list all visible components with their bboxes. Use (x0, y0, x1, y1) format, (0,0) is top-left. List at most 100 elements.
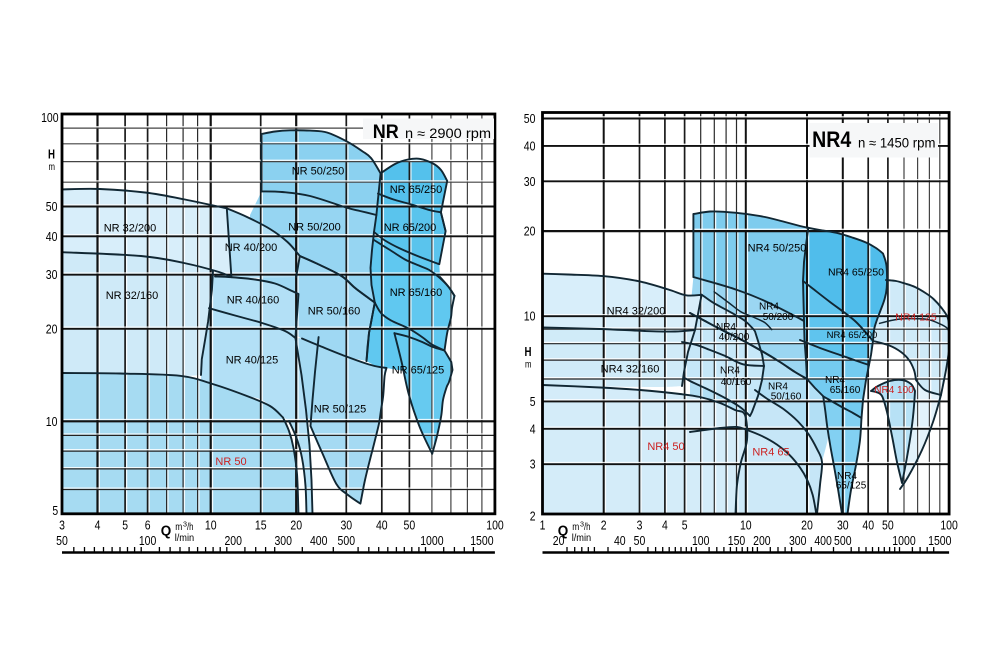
svg-text:m: m (525, 359, 532, 371)
svg-text:30: 30 (46, 268, 58, 282)
svg-text:l/min: l/min (572, 532, 592, 544)
svg-text:NR 40/125: NR 40/125 (226, 355, 279, 367)
svg-text:50: 50 (882, 519, 894, 533)
svg-text:65/125: 65/125 (836, 481, 867, 492)
svg-text:NR4 65: NR4 65 (752, 447, 789, 459)
svg-text:n ≈ 2900 rpm: n ≈ 2900 rpm (405, 126, 491, 141)
svg-text:/h: /h (584, 521, 591, 533)
svg-text:3: 3 (580, 520, 584, 529)
svg-text:40/200: 40/200 (719, 332, 750, 343)
svg-text:4: 4 (662, 519, 668, 533)
svg-text:50: 50 (524, 112, 536, 126)
svg-text:5: 5 (530, 395, 536, 409)
svg-text:1000: 1000 (892, 534, 915, 548)
svg-text:50: 50 (56, 534, 68, 548)
svg-text:/h: /h (187, 521, 194, 533)
svg-text:100: 100 (940, 519, 958, 533)
svg-text:NR4: NR4 (759, 301, 779, 312)
svg-text:40: 40 (524, 139, 536, 153)
svg-text:m: m (572, 521, 579, 533)
svg-text:50: 50 (404, 519, 416, 533)
svg-text:NR4 65/200: NR4 65/200 (827, 330, 878, 341)
svg-text:1500: 1500 (928, 534, 951, 548)
svg-text:10: 10 (740, 519, 752, 533)
svg-text:100: 100 (486, 519, 504, 533)
svg-text:NR 50/160: NR 50/160 (308, 306, 361, 318)
svg-text:5: 5 (122, 519, 128, 533)
svg-text:NR: NR (373, 121, 399, 143)
svg-text:NR4: NR4 (812, 127, 852, 152)
svg-text:4: 4 (530, 422, 536, 436)
svg-text:1500: 1500 (470, 534, 493, 548)
svg-text:150: 150 (728, 534, 746, 548)
svg-text:100: 100 (41, 111, 59, 125)
svg-text:50/200: 50/200 (763, 312, 794, 323)
svg-text:400: 400 (310, 534, 328, 548)
svg-text:H: H (525, 345, 532, 359)
svg-text:20: 20 (801, 519, 813, 533)
svg-text:10: 10 (524, 310, 536, 324)
svg-text:NR 65/125: NR 65/125 (392, 365, 445, 377)
svg-text:Q: Q (558, 524, 569, 540)
svg-text:Q: Q (161, 524, 172, 540)
svg-text:NR4 50: NR4 50 (647, 441, 684, 453)
svg-text:NR4 100: NR4 100 (874, 385, 914, 396)
svg-text:m: m (175, 521, 182, 533)
svg-text:NR 50: NR 50 (215, 456, 246, 468)
svg-text:NR 50/200: NR 50/200 (288, 222, 341, 234)
svg-text:20: 20 (290, 519, 302, 533)
svg-text:3: 3 (59, 519, 65, 533)
svg-text:5: 5 (52, 504, 58, 518)
svg-text:6: 6 (145, 519, 151, 533)
svg-text:30: 30 (340, 519, 352, 533)
svg-text:NR4 65/250: NR4 65/250 (828, 267, 884, 279)
svg-text:NR 50/250: NR 50/250 (292, 166, 345, 178)
svg-text:20: 20 (46, 322, 58, 336)
svg-text:20: 20 (553, 534, 565, 548)
svg-text:65/160: 65/160 (830, 385, 861, 396)
svg-text:50/160: 50/160 (771, 392, 802, 403)
svg-text:2: 2 (601, 519, 607, 533)
svg-text:NR 40/200: NR 40/200 (225, 242, 278, 254)
svg-text:NR4: NR4 (720, 366, 740, 377)
svg-text:40: 40 (376, 519, 388, 533)
svg-text:l/min: l/min (175, 532, 195, 544)
svg-text:NR 65/200: NR 65/200 (384, 222, 437, 234)
svg-text:100: 100 (692, 534, 710, 548)
svg-text:50: 50 (634, 534, 646, 548)
svg-text:40/160: 40/160 (721, 377, 752, 388)
svg-text:NR 40/160: NR 40/160 (227, 295, 280, 307)
svg-text:NR4 50/250: NR4 50/250 (748, 243, 807, 255)
svg-text:NR 65/160: NR 65/160 (390, 287, 443, 299)
svg-text:NR 32/200: NR 32/200 (104, 223, 157, 235)
svg-text:300: 300 (789, 534, 807, 548)
svg-text:30: 30 (524, 175, 536, 189)
svg-text:NR4 125: NR4 125 (895, 311, 937, 323)
svg-text:3: 3 (530, 458, 536, 472)
svg-text:5: 5 (682, 519, 688, 533)
svg-text:m: m (49, 161, 56, 173)
svg-text:NR4: NR4 (825, 375, 845, 386)
svg-text:NR4: NR4 (716, 322, 736, 333)
svg-text:500: 500 (834, 534, 852, 548)
svg-text:n ≈ 1450 rpm: n ≈ 1450 rpm (858, 136, 935, 151)
svg-text:30: 30 (837, 519, 849, 533)
svg-text:NR 50/125: NR 50/125 (314, 404, 367, 416)
svg-text:200: 200 (224, 534, 242, 548)
svg-text:300: 300 (274, 534, 292, 548)
svg-text:1000: 1000 (420, 534, 443, 548)
svg-text:NR 32/160: NR 32/160 (106, 290, 159, 302)
svg-text:200: 200 (753, 534, 771, 548)
svg-text:NR4: NR4 (768, 382, 788, 393)
svg-text:NR4 32/160: NR4 32/160 (601, 364, 660, 376)
svg-text:500: 500 (338, 534, 356, 548)
svg-text:NR4 32/200: NR4 32/200 (607, 306, 666, 318)
svg-text:40: 40 (862, 519, 874, 533)
svg-text:20: 20 (524, 225, 536, 239)
svg-text:50: 50 (46, 200, 58, 214)
svg-text:400: 400 (814, 534, 832, 548)
svg-text:15: 15 (255, 519, 267, 533)
svg-text:H: H (48, 148, 55, 162)
svg-text:NR4: NR4 (837, 471, 857, 482)
svg-text:3: 3 (183, 520, 187, 529)
